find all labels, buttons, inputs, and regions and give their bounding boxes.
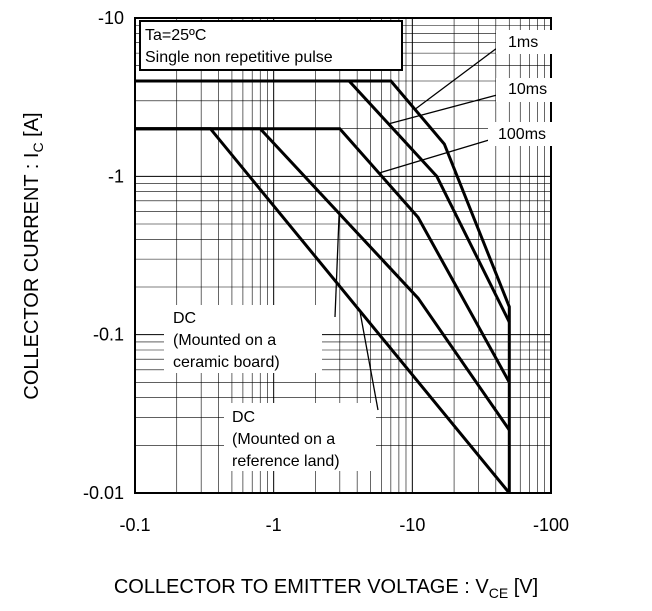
curve-label: DC bbox=[232, 409, 255, 426]
y-tick-label: -0.01 bbox=[83, 483, 124, 503]
x-tick-label: -10 bbox=[399, 515, 425, 535]
y-axis-label-main: COLLECTOR CURRENT : I bbox=[21, 153, 43, 400]
curve-label: 1ms bbox=[508, 34, 538, 51]
y-axis-label: COLLECTOR CURRENT : IC [A] bbox=[21, 112, 46, 399]
curve-labels: 1ms 10ms 100ms DC (Mounted on a ceramic board… bbox=[164, 30, 554, 471]
x-tick-label: -100 bbox=[533, 515, 569, 535]
tick-labels: -0.1 -1 -10 -100 -0.01 -0.1 -1 -10 bbox=[83, 8, 569, 535]
x-axis-label-unit: [V] bbox=[508, 576, 538, 598]
label-background bbox=[164, 305, 322, 373]
x-tick-label: -1 bbox=[266, 515, 282, 535]
condition-text: Ta=25ºC bbox=[145, 27, 206, 44]
leader-line bbox=[359, 310, 379, 411]
y-tick-label: -0.1 bbox=[93, 325, 124, 345]
curve-label: (Mounted on a bbox=[173, 332, 276, 349]
curve-label: ceramic board) bbox=[173, 354, 280, 371]
series-line bbox=[135, 127, 511, 494]
y-tick-label: -10 bbox=[98, 8, 124, 28]
curve-label: 10ms bbox=[508, 81, 547, 98]
label-background bbox=[496, 30, 554, 54]
y-axis-label-unit: [A] bbox=[21, 112, 43, 142]
condition-text: Single non repetitive pulse bbox=[145, 49, 333, 66]
leader-line bbox=[334, 213, 340, 318]
label-background bbox=[488, 122, 554, 146]
label-leaders bbox=[334, 47, 498, 411]
plot-frame bbox=[134, 17, 552, 494]
curve-label: DC bbox=[173, 310, 196, 327]
x-axis-label-main: COLLECTOR TO EMITTER VOLTAGE : V bbox=[114, 576, 490, 598]
label-background bbox=[496, 78, 554, 102]
curve-label: reference land) bbox=[232, 453, 340, 470]
curve-label: 100ms bbox=[498, 126, 546, 143]
leader-line bbox=[378, 139, 490, 174]
x-axis-label-sub: CE bbox=[489, 585, 508, 601]
label-background bbox=[224, 403, 376, 471]
condition-box: Ta=25ºC Single non repetitive pulse bbox=[139, 20, 403, 71]
x-axis-label: COLLECTOR TO EMITTER VOLTAGE : VCE [V] bbox=[114, 576, 538, 601]
y-tick-label: -1 bbox=[108, 166, 124, 186]
condition-box-frame bbox=[139, 20, 403, 71]
x-tick-label: -0.1 bbox=[119, 515, 150, 535]
y-axis-label-sub: C bbox=[30, 142, 46, 152]
leader-line bbox=[388, 94, 498, 125]
series-line bbox=[135, 79, 511, 323]
curve-label: (Mounted on a bbox=[232, 431, 335, 448]
leader-line bbox=[414, 47, 498, 110]
